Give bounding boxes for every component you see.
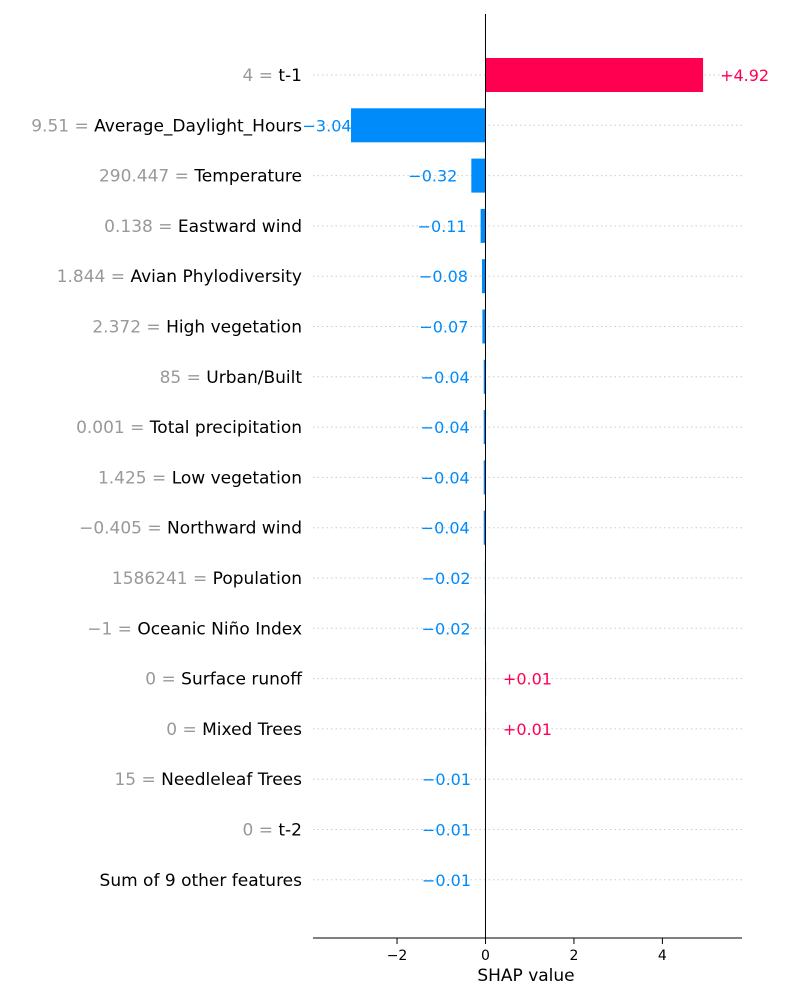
- value-label: −0.11: [418, 217, 467, 236]
- feature-value: 1.844 =: [57, 267, 131, 287]
- bar: [481, 259, 486, 294]
- feature-value: 1586241 =: [112, 569, 213, 589]
- feature-label: Sum of 9 other features: [100, 871, 303, 891]
- feature-label: 0.001 = Total precipitation: [76, 418, 302, 438]
- feature-value: −1 =: [87, 619, 137, 639]
- value-label: −0.02: [422, 619, 471, 638]
- x-tick-label: 2: [569, 948, 578, 964]
- x-tick-label: −2: [387, 948, 408, 964]
- value-label: −3.04: [303, 116, 352, 135]
- feature-name: t-1: [278, 66, 302, 86]
- feature-value: 0 =: [243, 821, 279, 841]
- feature-value: −0.405 =: [79, 519, 167, 539]
- feature-value: 0.001 =: [76, 418, 150, 438]
- value-label: −0.04: [421, 368, 470, 387]
- bar: [483, 410, 486, 445]
- value-label: −0.01: [422, 770, 471, 789]
- gridlines: [313, 74, 742, 881]
- feature-value: 2.372 =: [92, 318, 166, 338]
- x-tick-label: 0: [481, 948, 490, 964]
- value-label: −0.01: [422, 871, 471, 890]
- feature-name: High vegetation: [166, 318, 302, 338]
- feature-name: Low vegetation: [172, 468, 302, 488]
- x-axis: SHAP value −2 0 2 4: [313, 14, 742, 986]
- value-labels: +4.92 −3.04 −0.32 −0.11 −0.08 −0.07 −0.04 −0.04…: [303, 66, 770, 890]
- feature-name: Urban/Built: [206, 368, 302, 388]
- feature-value: 15 =: [114, 770, 161, 790]
- feature-label: 0 = Mixed Trees: [166, 720, 302, 740]
- value-label: +0.01: [503, 670, 552, 689]
- feature-name: Needleleaf Trees: [161, 770, 302, 790]
- feature-name: Total precipitation: [149, 418, 302, 438]
- feature-value: 290.447 =: [99, 167, 194, 187]
- feature-label: 0 = t-2: [243, 821, 303, 841]
- value-label: +0.01: [503, 720, 552, 739]
- bar: [482, 309, 486, 344]
- feature-name: Oceanic Niño Index: [137, 619, 302, 639]
- bar: [485, 58, 704, 92]
- feature-value: 0 =: [166, 720, 202, 740]
- value-label: +4.92: [720, 66, 769, 85]
- value-label: −0.08: [419, 267, 468, 286]
- value-label: −0.01: [422, 821, 471, 840]
- value-label: −0.07: [419, 318, 468, 337]
- feature-labels: 4 = t-1 9.51 = Average_Daylight_Hours 290.…: [31, 66, 303, 891]
- feature-name: Northward wind: [167, 519, 302, 539]
- feature-name: Population: [213, 569, 302, 589]
- feature-label: 0 = Surface runoff: [145, 670, 303, 690]
- x-tick-label: 4: [658, 948, 667, 964]
- feature-name: Average_Daylight_Hours: [94, 116, 302, 136]
- value-label: −0.02: [422, 569, 471, 588]
- feature-value: 0 =: [145, 670, 181, 690]
- value-label: −0.04: [421, 519, 470, 538]
- bar: [480, 208, 486, 243]
- value-label: −0.04: [421, 468, 470, 487]
- bar: [483, 460, 486, 495]
- feature-label: −1 = Oceanic Niño Index: [87, 619, 302, 639]
- feature-label: 290.447 = Temperature: [99, 167, 302, 187]
- feature-label: 9.51 = Average_Daylight_Hours: [31, 116, 302, 136]
- feature-label: 15 = Needleleaf Trees: [114, 770, 302, 790]
- feature-label: 1.425 = Low vegetation: [98, 468, 302, 488]
- feature-label: 2.372 = High vegetation: [92, 318, 302, 338]
- feature-value: 85 =: [160, 368, 207, 388]
- value-label: −0.32: [408, 167, 457, 186]
- x-axis-label: SHAP value: [477, 966, 574, 986]
- bar: [471, 158, 486, 193]
- feature-label: 85 = Urban/Built: [160, 368, 303, 388]
- feature-label: 4 = t-1: [243, 66, 303, 86]
- feature-name: Avian Phylodiversity: [130, 267, 302, 287]
- bar: [483, 359, 486, 394]
- feature-name: Mixed Trees: [202, 720, 302, 740]
- feature-label: 0.138 = Eastward wind: [104, 217, 302, 237]
- feature-label: 1586241 = Population: [112, 569, 302, 589]
- bar: [483, 510, 486, 545]
- feature-value: 0.138 =: [104, 217, 178, 237]
- feature-name: Sum of 9 other features: [100, 871, 303, 891]
- feature-name: Surface runoff: [181, 670, 303, 690]
- feature-label: 1.844 = Avian Phylodiversity: [57, 267, 302, 287]
- feature-value: 1.425 =: [98, 468, 172, 488]
- bar: [351, 108, 486, 143]
- feature-value: 9.51 =: [31, 116, 94, 136]
- feature-name: Eastward wind: [178, 217, 302, 237]
- feature-name: t-2: [278, 821, 302, 841]
- value-label: −0.04: [421, 418, 470, 437]
- feature-name: Temperature: [193, 167, 302, 187]
- feature-value: 4 =: [243, 66, 279, 86]
- feature-label: −0.405 = Northward wind: [79, 519, 302, 539]
